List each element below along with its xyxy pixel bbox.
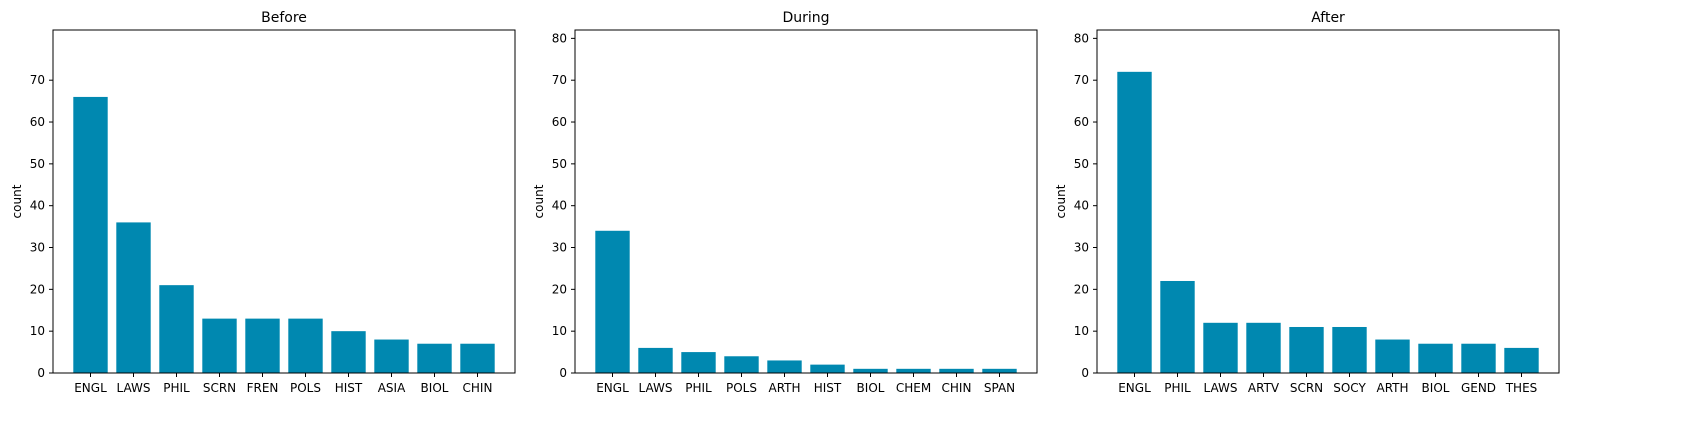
panel-1-xtick-label: CHIN <box>463 381 493 395</box>
panel-2-bar-hist <box>810 364 845 373</box>
panel-1-axes-frame <box>52 29 516 374</box>
panel-3-bar-thes <box>1504 347 1539 373</box>
panel-2-ytick-label: 70 <box>552 73 567 87</box>
panel-1-bar-biol <box>417 343 452 373</box>
panel-1-xtick-label: ASIA <box>378 381 406 395</box>
panel-1-bar-phil <box>159 285 194 373</box>
panel-3-xtick-label: ARTV <box>1248 381 1280 395</box>
panel-3-bar-artv <box>1246 322 1281 373</box>
panel-3-xtick-label: ARTH <box>1376 381 1408 395</box>
panel-3-ytick-label: 20 <box>1074 282 1089 296</box>
panel-3-ytick-label: 50 <box>1074 157 1089 171</box>
panel-3-title: After <box>1311 10 1345 26</box>
panel-3-xtick-label: LAWS <box>1204 381 1238 395</box>
panel-1-ylabel: count <box>10 184 24 218</box>
panel-2-xtick-label: ENGL <box>596 381 629 395</box>
panel-1-title: Before <box>261 10 307 26</box>
panel-1-bar-fren <box>245 318 280 373</box>
panel-1-bar-asia <box>374 339 409 373</box>
panel-2-bar-pols <box>724 356 759 373</box>
panel-3-ytick-label: 70 <box>1074 73 1089 87</box>
panel-1-xtick-label: FREN <box>247 381 279 395</box>
panel-3-bar-socy <box>1332 326 1367 373</box>
panel-1-bar-chin <box>460 343 495 373</box>
panel-1-bar-pols <box>288 318 323 373</box>
panel-3-bar-arth <box>1375 339 1410 373</box>
panel-2-xtick-label: BIOL <box>857 381 885 395</box>
panel-3-xtick-label: SOCY <box>1333 381 1366 395</box>
panel-2-title: During <box>782 10 829 26</box>
panel-1-ytick-label: 20 <box>30 282 45 296</box>
panel-3-ytick-label: 80 <box>1074 31 1089 45</box>
panel-3-ytick-label: 0 <box>1081 366 1089 380</box>
panel-2-bar-laws <box>638 347 673 373</box>
panel-1-ytick-label: 60 <box>30 115 45 129</box>
panel-2-xtick-label: HIST <box>814 381 842 395</box>
panel-2-bar-chem <box>896 368 931 373</box>
panel-3-xtick-label: THES <box>1505 381 1538 395</box>
panel-2-ytick-label: 10 <box>552 324 567 338</box>
panel-1-bar-laws <box>116 222 151 373</box>
panel-1-ytick-label: 30 <box>30 241 45 255</box>
panel-2-bar-span <box>982 368 1017 373</box>
panel-1-ytick-label: 40 <box>30 199 45 213</box>
panel-2-xtick-label: ARTH <box>768 381 800 395</box>
panel-1-xtick-label: LAWS <box>117 381 151 395</box>
panel-3-bar-gend <box>1461 343 1496 373</box>
panel-1-ytick-label: 70 <box>30 73 45 87</box>
panel-1-xtick-label: ENGL <box>74 381 107 395</box>
panel-1-bar-hist <box>331 331 366 373</box>
panel-3-bar-engl <box>1117 71 1152 373</box>
panel-2-bar-engl <box>595 230 630 373</box>
panel-3-xtick-label: BIOL <box>1422 381 1450 395</box>
panel-2-xtick-label: CHEM <box>896 381 931 395</box>
panel-2-ytick-label: 30 <box>552 241 567 255</box>
panel-3-ylabel: count <box>1054 184 1068 218</box>
panel-2-ytick-label: 40 <box>552 199 567 213</box>
panel-2-xtick-label: SPAN <box>984 381 1015 395</box>
panel-2-ylabel: count <box>532 184 546 218</box>
panel-1-ytick-label: 10 <box>30 324 45 338</box>
panel-2-axes-frame <box>574 29 1038 374</box>
panel-3-bar-biol <box>1418 343 1453 373</box>
panel-2-xtick-label: LAWS <box>639 381 673 395</box>
panel-3-xtick-label: GEND <box>1461 381 1496 395</box>
panel-2-bar-biol <box>853 368 888 373</box>
panel-1-xtick-label: BIOL <box>421 381 449 395</box>
panel-1-ytick-label: 0 <box>37 366 45 380</box>
panel-2-ytick-label: 80 <box>552 31 567 45</box>
panel-3-bar-phil <box>1160 280 1195 373</box>
panel-2-bar-phil <box>681 352 716 373</box>
panel-2-bar-chin <box>939 368 974 373</box>
panel-3-ytick-label: 30 <box>1074 241 1089 255</box>
panel-3-axes-frame <box>1096 29 1560 374</box>
panel-3-ytick-label: 40 <box>1074 199 1089 213</box>
panel-1-xtick-label: POLS <box>290 381 321 395</box>
panel-3-xtick-label: SCRN <box>1290 381 1323 395</box>
panel-2-ytick-label: 50 <box>552 157 567 171</box>
panel-2-ytick-label: 0 <box>559 366 567 380</box>
panel-3-bar-laws <box>1203 322 1238 373</box>
panel-1-bar-engl <box>73 96 108 374</box>
panel-2-ytick-label: 60 <box>552 115 567 129</box>
panel-2-xtick-label: CHIN <box>942 381 972 395</box>
panel-3-ytick-label: 10 <box>1074 324 1089 338</box>
panel-3-ytick-label: 60 <box>1074 115 1089 129</box>
panel-3-bar-scrn <box>1289 326 1324 373</box>
panel-1-xtick-label: SCRN <box>203 381 236 395</box>
panel-3-xtick-label: ENGL <box>1118 381 1151 395</box>
panel-2-ytick-label: 20 <box>552 282 567 296</box>
panel-2-xtick-label: POLS <box>726 381 757 395</box>
panel-1-ytick-label: 50 <box>30 157 45 171</box>
panel-1-xtick-label: PHIL <box>163 381 190 395</box>
panel-1-xtick-label: HIST <box>335 381 363 395</box>
panel-2-xtick-label: PHIL <box>685 381 712 395</box>
panel-3-xtick-label: PHIL <box>1164 381 1191 395</box>
panel-2-bar-arth <box>767 360 802 373</box>
panel-1-bar-scrn <box>202 318 237 373</box>
